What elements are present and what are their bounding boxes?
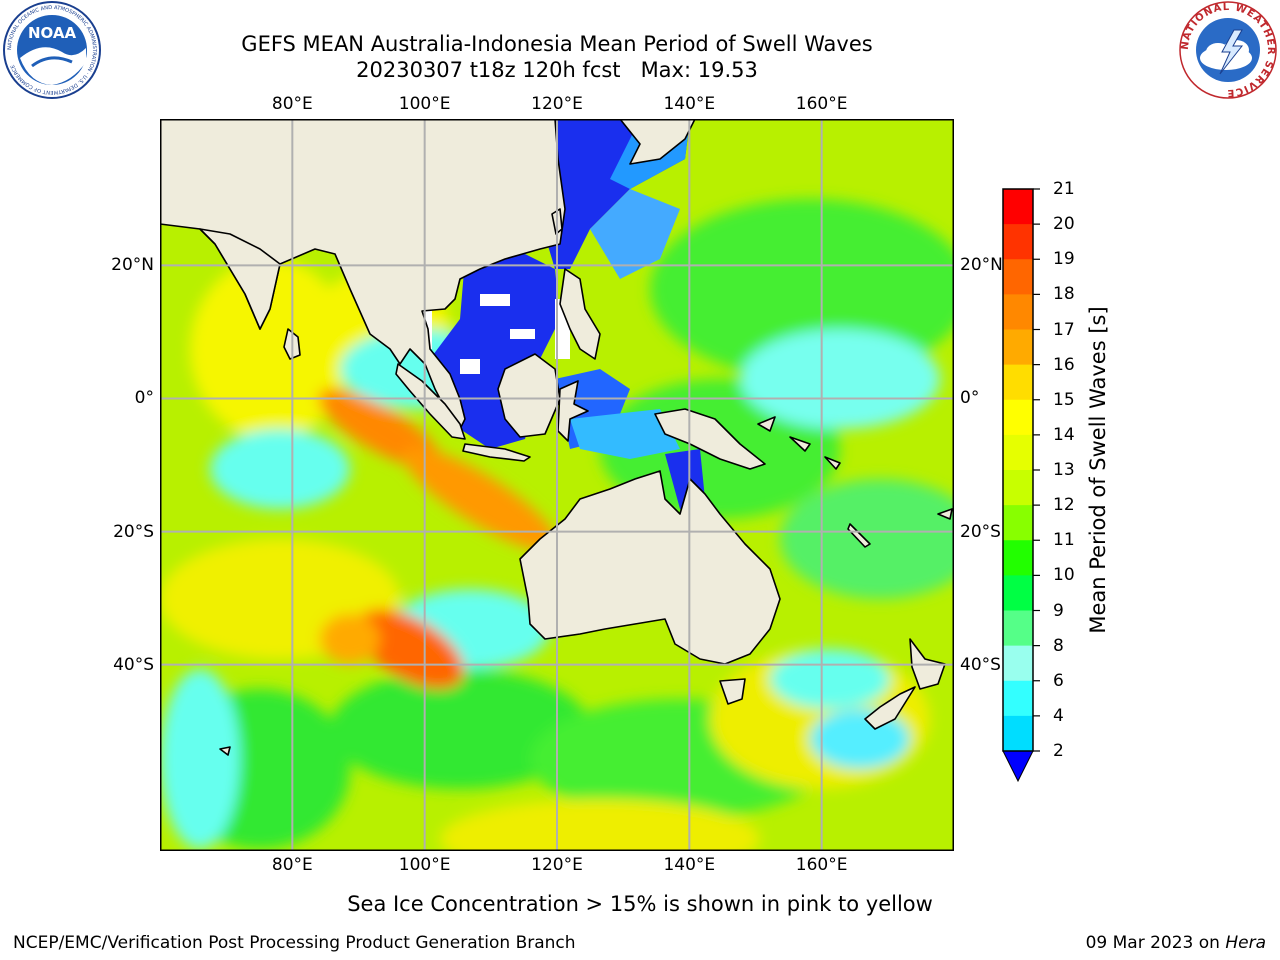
lat-label-right: 20°N	[960, 255, 1003, 276]
colorbar-tick-label: 17	[1053, 319, 1075, 340]
colorbar-tick-label: 13	[1053, 460, 1075, 480]
lon-label-top: 120°E	[531, 94, 583, 114]
land-new-guinea	[654, 408, 766, 470]
credit-host: Hera	[1225, 933, 1266, 953]
colorbar-label: Mean Period of Swell Waves [s]	[1086, 306, 1110, 634]
map-subtitle: 20230307 t18z 120h fcst Max: 19.53	[356, 58, 758, 82]
lat-label-right: 40°S	[960, 654, 1001, 675]
colorbar-tick-label: 18	[1053, 284, 1075, 305]
colorbar-segment	[1003, 715, 1033, 752]
land-new-zealand-south	[864, 686, 916, 730]
colorbar-tick-label: 2	[1053, 741, 1064, 761]
swell-period-map	[160, 119, 954, 851]
colorbar-segment	[1003, 610, 1033, 647]
lon-label-bottom: 100°E	[398, 855, 451, 875]
colorbar-tick-label: 14	[1053, 424, 1075, 445]
colorbar-segment	[1003, 645, 1033, 682]
noaa-logo: NOAA NATIONAL OCEANIC AND ATMOSPHERIC AD…	[3, 1, 101, 99]
lon-label-top: 140°E	[663, 94, 716, 114]
map-gridlines	[160, 119, 954, 851]
land-sumatra	[395, 363, 466, 440]
lat-label-left: 20°S	[113, 521, 154, 542]
colorbar-tick-label: 15	[1053, 389, 1075, 410]
lon-label-top: 100°E	[398, 94, 451, 114]
colorbar-tick-label: 16	[1053, 354, 1075, 375]
land-australia	[519, 470, 781, 665]
colorbar-segment	[1003, 364, 1033, 401]
colorbar-tick-label: 19	[1053, 249, 1075, 270]
land-philippines	[559, 268, 601, 360]
colorbar-segment	[1003, 294, 1033, 330]
sea-ice-note-text: Sea Ice Concentration > 15% is shown in …	[347, 892, 933, 916]
colorbar-tick-label: 12	[1053, 495, 1075, 516]
lat-label-left: 0°	[134, 388, 154, 409]
colorbar-segment	[1003, 575, 1033, 611]
lon-label-bottom: 140°E	[663, 855, 716, 875]
colorbar-extend-triangle	[1002, 750, 1034, 783]
noaa-logo-text: NOAA	[28, 24, 77, 42]
lat-label-left: 40°S	[113, 654, 154, 675]
credit-date: 09 Mar 2023 on	[1085, 933, 1226, 953]
colorbar-tick-label: 21	[1053, 179, 1075, 199]
colorbar-tick-label: 8	[1053, 635, 1064, 656]
lon-label-bottom: 160°E	[795, 855, 848, 875]
colorbar-tick-label: 10	[1053, 565, 1075, 586]
lat-label-left: 20°N	[111, 255, 154, 276]
colorbar-tick-label: 6	[1053, 670, 1064, 691]
credit-left: NCEP/EMC/Verification Post Processing Pr…	[13, 933, 576, 953]
colorbar-segment	[1003, 470, 1033, 506]
land-tasmania	[719, 678, 746, 705]
land-masses	[160, 119, 953, 756]
land-sulawesi	[557, 380, 589, 442]
colorbar-segment	[1003, 189, 1033, 225]
colorbar-segment	[1003, 540, 1033, 576]
map-border	[160, 119, 954, 851]
colorbar-tick-label: 11	[1053, 530, 1075, 551]
land-java	[462, 443, 531, 462]
colorbar-segment	[1003, 399, 1033, 436]
map-title: GEFS MEAN Australia-Indonesia Mean Perio…	[241, 32, 873, 56]
nws-logo: NATIONAL WEATHER SERVICE	[1179, 1, 1277, 99]
colorbar-segment	[1003, 505, 1033, 541]
colorbar-tick-label: 20	[1053, 214, 1075, 235]
colorbar-segment	[1003, 434, 1033, 471]
lat-label-right: 0°	[960, 388, 980, 409]
lon-label-top: 80°E	[271, 94, 313, 114]
colorbar-segment	[1003, 224, 1033, 260]
land-japan	[619, 119, 696, 165]
lat-label-right: 20°S	[960, 521, 1001, 542]
lon-label-bottom: 120°E	[531, 855, 583, 875]
lon-label-top: 160°E	[795, 94, 848, 114]
colorbar-segment	[1003, 680, 1033, 717]
colorbar-tick-label: 9	[1053, 600, 1064, 621]
credit-right: 09 Mar 2023 on Hera	[1086, 932, 1266, 954]
colorbar-tick-label: 4	[1053, 705, 1064, 726]
sea-ice-note: Sea Ice Concentration > 15% is shown in …	[0, 891, 1280, 917]
colorbar-segment	[1003, 259, 1033, 295]
lon-label-bottom: 80°E	[271, 855, 313, 875]
colorbar-segment	[1003, 329, 1033, 366]
colorbar	[1002, 188, 1040, 783]
